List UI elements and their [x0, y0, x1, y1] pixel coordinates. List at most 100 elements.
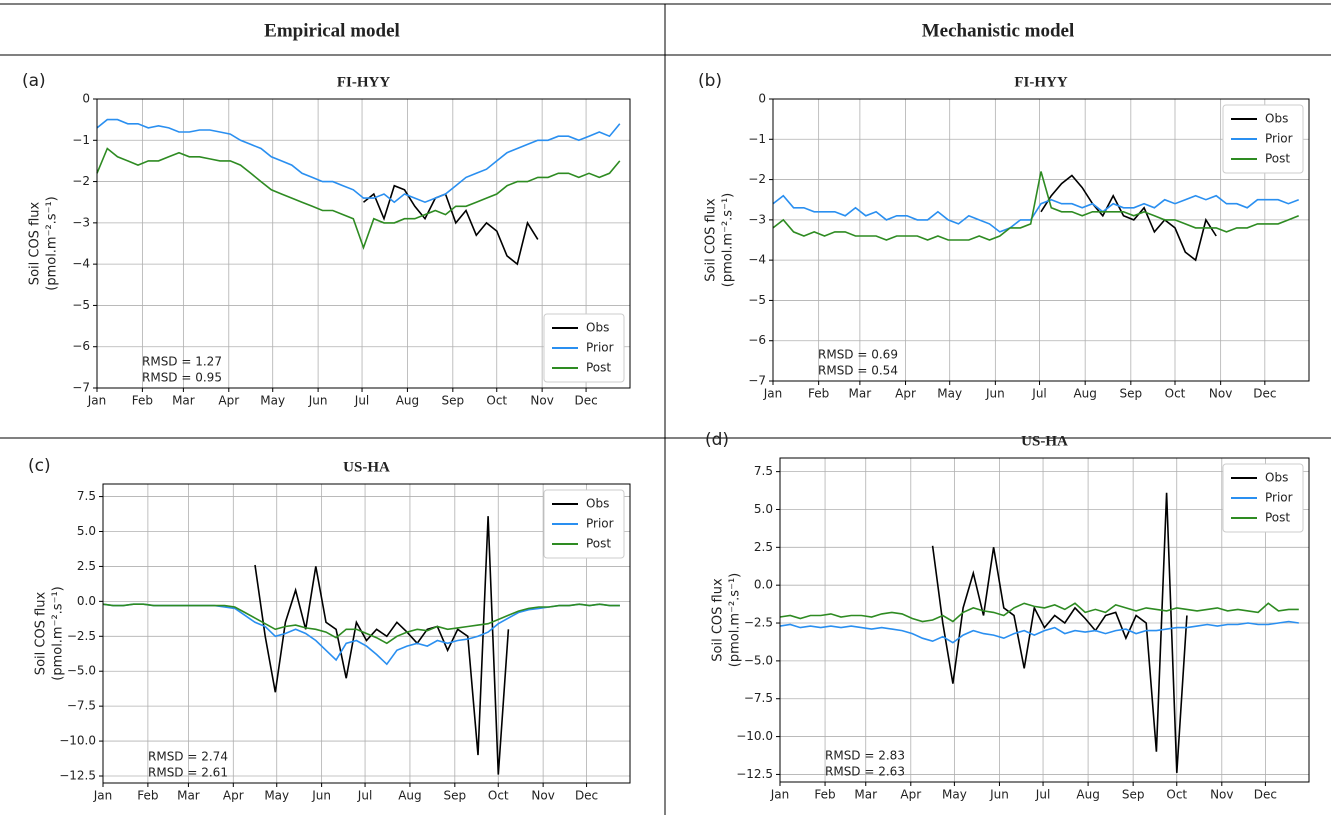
x-tick-label: Nov — [1210, 788, 1233, 802]
y-tick-label: 2.5 — [754, 540, 773, 554]
x-tick-label: Mar — [854, 788, 877, 802]
x-tick-label: Jul — [357, 789, 372, 803]
plot-frame — [772, 98, 1310, 382]
y-axis-label: Soil COS flux — [34, 592, 49, 676]
x-tick-label: Dec — [575, 789, 598, 803]
y-tick-label: −2.5 — [744, 616, 773, 630]
legend-label: Obs — [586, 321, 609, 335]
y-tick-label: −12.5 — [59, 769, 96, 783]
x-tick-label: Sep — [444, 789, 467, 803]
panel-label: (a) — [22, 71, 46, 91]
y-tick-label: −6 — [748, 333, 766, 347]
x-tick-label: May — [260, 394, 285, 408]
annotation: RMSD = 2.61 — [148, 766, 228, 780]
x-tick-label: Aug — [396, 394, 419, 408]
chart-title: FI-HYY — [1014, 74, 1067, 90]
annotation: RMSD = 2.74 — [148, 750, 228, 764]
annotation: RMSD = 2.63 — [825, 765, 905, 779]
legend-label: Post — [586, 537, 611, 551]
x-tick-label: Oct — [1165, 387, 1186, 401]
y-tick-label: 7.5 — [77, 489, 96, 503]
x-tick-label: Feb — [808, 387, 829, 401]
x-tick-label: Apr — [223, 789, 244, 803]
x-tick-label: May — [937, 387, 962, 401]
y-tick-label: −10.0 — [59, 734, 96, 748]
legend-box — [543, 489, 625, 559]
legend-box — [543, 313, 625, 383]
plot-frame — [779, 457, 1310, 783]
y-tick-label: 0 — [82, 92, 90, 106]
y-tick-label: −5.0 — [67, 664, 96, 678]
x-tick-label: May — [264, 789, 289, 803]
x-tick-label: Aug — [398, 789, 421, 803]
plot-frame — [96, 98, 631, 389]
x-tick-label: Nov — [1209, 387, 1232, 401]
y-tick-label: −7.5 — [744, 691, 773, 705]
y-tick-label: −7 — [748, 374, 766, 388]
x-tick-label: Aug — [1073, 387, 1096, 401]
annotation: RMSD = 0.69 — [818, 348, 898, 362]
x-tick-label: Aug — [1076, 788, 1099, 802]
series-line — [102, 603, 620, 645]
x-tick-label: Nov — [530, 394, 553, 408]
legend-box — [1222, 463, 1304, 533]
x-tick-label: Jul — [1031, 387, 1046, 401]
x-tick-label: Jun — [985, 387, 1005, 401]
x-tick-label: Jan — [770, 788, 790, 802]
x-tick-label: Jun — [311, 789, 331, 803]
series-line — [254, 516, 510, 775]
plot-frame — [102, 483, 631, 784]
annotation: RMSD = 2.83 — [825, 749, 905, 763]
header-left: Empirical model — [264, 20, 400, 41]
legend-label: Obs — [586, 497, 609, 511]
y-axis-label: (pmol.m⁻².s⁻¹) — [45, 196, 60, 290]
series-line — [772, 171, 1299, 241]
y-tick-label: −12.5 — [736, 767, 773, 781]
y-tick-label: 0.0 — [754, 578, 773, 592]
annotation: RMSD = 0.54 — [818, 364, 898, 378]
y-tick-label: −7 — [72, 381, 90, 395]
panel-label: (b) — [698, 71, 722, 91]
y-tick-label: −6 — [72, 339, 90, 353]
x-tick-label: Feb — [137, 789, 158, 803]
y-tick-label: −5 — [748, 293, 766, 307]
y-axis-label: (pmol.m⁻².s⁻¹) — [51, 586, 66, 680]
x-tick-label: Jan — [763, 387, 783, 401]
y-tick-label: 5.0 — [77, 524, 96, 538]
y-axis-label: Soil COS flux — [28, 202, 43, 286]
x-tick-label: Jan — [93, 789, 113, 803]
chart-title: US-HA — [1021, 433, 1068, 449]
x-tick-label: Jun — [308, 394, 328, 408]
y-tick-label: −2 — [72, 174, 90, 188]
y-tick-label: −3 — [748, 212, 766, 226]
x-tick-label: Dec — [574, 394, 597, 408]
y-axis-label: (pmol.m⁻².s⁻¹) — [721, 193, 736, 287]
legend-label: Prior — [586, 341, 614, 355]
y-tick-label: 5.0 — [754, 502, 773, 516]
x-tick-label: Mar — [177, 789, 200, 803]
y-tick-label: −5.0 — [744, 653, 773, 667]
y-tick-label: 7.5 — [754, 464, 773, 478]
x-tick-label: Apr — [900, 788, 921, 802]
legend-label: Prior — [1265, 491, 1293, 505]
y-tick-label: −2 — [748, 172, 766, 186]
series-line — [779, 602, 1299, 623]
x-tick-label: Oct — [486, 394, 507, 408]
y-axis-label: Soil COS flux — [704, 198, 719, 282]
legend-box — [1222, 104, 1304, 174]
panel-label: (d) — [705, 430, 729, 450]
x-tick-label: Jan — [87, 394, 107, 408]
y-tick-label: −1 — [72, 133, 90, 147]
chart-title: FI-HYY — [337, 74, 390, 90]
series-line — [363, 184, 539, 266]
x-tick-label: Jul — [354, 394, 369, 408]
legend-label: Prior — [586, 517, 614, 531]
legend-label: Post — [586, 361, 611, 375]
annotation: RMSD = 0.95 — [142, 371, 222, 385]
x-tick-label: Feb — [814, 788, 835, 802]
y-tick-label: −5 — [72, 298, 90, 312]
x-tick-label: Dec — [1253, 387, 1276, 401]
y-tick-label: 2.5 — [77, 559, 96, 573]
y-tick-label: −2.5 — [67, 629, 96, 643]
